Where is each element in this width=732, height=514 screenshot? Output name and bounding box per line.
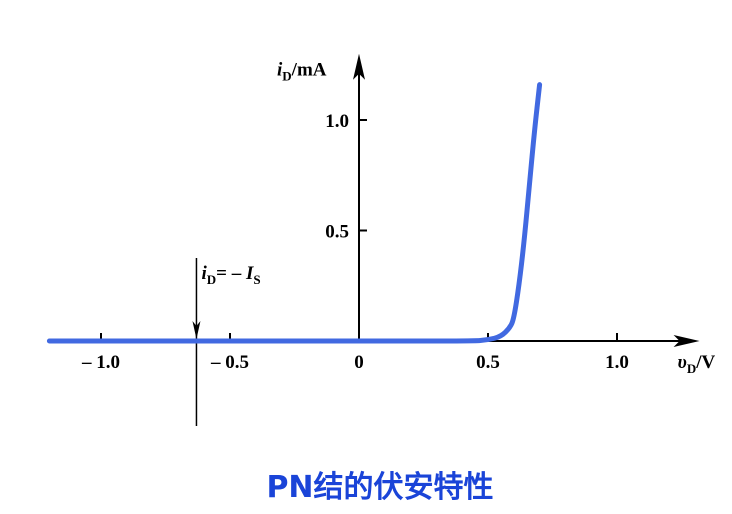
y-tick-group: 0.5 1.0: [325, 111, 367, 243]
chart-caption: PN结的伏安特性: [266, 470, 493, 505]
x-tick-label: – 1.0: [81, 352, 120, 373]
x-axis-arrowhead: [673, 335, 700, 347]
x-tick-label: 0: [354, 352, 364, 373]
x-tick-label: 1.0: [605, 352, 629, 373]
x-tick-label: – 0.5: [210, 352, 249, 373]
y-tick-label: 1.0: [325, 111, 349, 132]
x-tick-label: 0.5: [476, 352, 500, 373]
x-axis-label: υD/V: [678, 352, 716, 376]
y-tick-label: 0.5: [325, 222, 349, 243]
y-axis-label: iD/mA: [277, 60, 327, 84]
reverse-current-label: iD= – IS: [201, 263, 260, 287]
x-tick-group: – 1.0 – 0.5 0 0.5 1.0: [81, 333, 629, 373]
reverse-current-arrowhead: [192, 321, 201, 339]
iv-curve: [46, 82, 543, 344]
y-axis-arrowhead: [353, 53, 365, 80]
